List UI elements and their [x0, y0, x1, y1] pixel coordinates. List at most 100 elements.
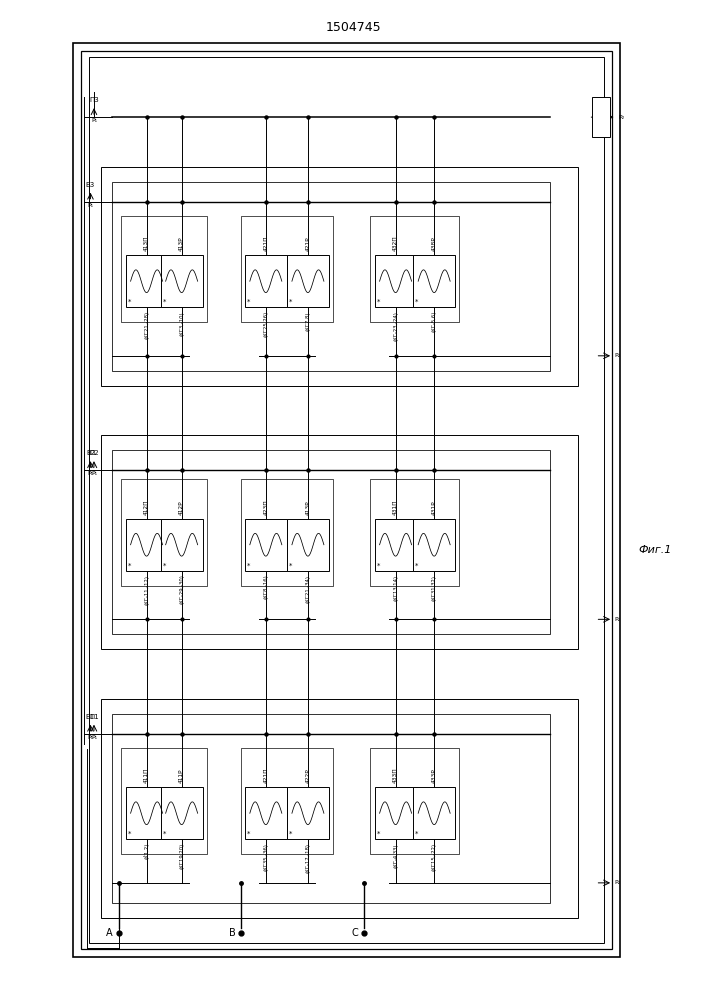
- Text: P₁: P₁: [88, 203, 93, 208]
- Bar: [592, 97, 609, 137]
- Bar: [89, 57, 604, 943]
- Text: В: В: [229, 928, 235, 938]
- Text: *: *: [415, 563, 419, 569]
- Text: 421П: 421П: [263, 768, 269, 783]
- Bar: [112, 450, 550, 634]
- Text: *: *: [289, 831, 292, 837]
- Text: 438Р: 438Р: [432, 237, 437, 251]
- Text: *: *: [377, 563, 380, 569]
- Bar: [101, 167, 578, 386]
- Bar: [101, 699, 578, 918]
- Bar: [122, 479, 207, 586]
- Text: П1: П1: [89, 714, 99, 720]
- Text: (КГ19,20): (КГ19,20): [179, 843, 184, 869]
- Text: (К̓1,2): (К̓1,2): [144, 843, 149, 859]
- Text: *: *: [377, 299, 380, 305]
- Bar: [245, 519, 287, 571]
- Text: 413Р: 413Р: [305, 500, 310, 515]
- Text: 422Р: 422Р: [305, 769, 310, 783]
- Bar: [126, 255, 168, 307]
- Text: 412Р: 412Р: [179, 500, 184, 515]
- Text: P₂: P₂: [614, 353, 621, 358]
- Text: 1504745: 1504745: [326, 21, 381, 34]
- Text: *: *: [163, 831, 166, 837]
- Bar: [126, 787, 168, 839]
- Text: (КГ-17,-18): (КГ-17,-18): [305, 843, 310, 873]
- Bar: [160, 519, 203, 571]
- Bar: [126, 519, 168, 571]
- Text: А: А: [106, 928, 113, 938]
- Text: P₂: P₂: [614, 617, 621, 622]
- Text: Фиг.1: Фиг.1: [638, 545, 672, 555]
- Text: *: *: [289, 299, 292, 305]
- Text: *: *: [289, 563, 292, 569]
- Text: *: *: [377, 831, 380, 837]
- Text: П3: П3: [89, 97, 99, 103]
- Text: P₁: P₁: [88, 471, 93, 476]
- Bar: [160, 255, 203, 307]
- Bar: [240, 748, 333, 854]
- Text: 431Р: 431Р: [432, 500, 437, 515]
- Text: 413П: 413П: [144, 236, 149, 251]
- Text: 411П: 411П: [144, 768, 149, 783]
- Text: *: *: [128, 563, 131, 569]
- Text: П2: П2: [89, 450, 99, 456]
- Text: *: *: [128, 299, 131, 305]
- Text: 432П: 432П: [393, 236, 398, 251]
- Text: P₁: P₁: [91, 735, 97, 740]
- Bar: [101, 435, 578, 649]
- Bar: [375, 255, 416, 307]
- Bar: [112, 714, 550, 903]
- Text: 413Р: 413Р: [179, 237, 184, 251]
- Bar: [240, 479, 333, 586]
- Bar: [122, 216, 207, 322]
- Text: (КГ21,-34): (КГ21,-34): [305, 575, 310, 603]
- Bar: [245, 255, 287, 307]
- Bar: [375, 519, 416, 571]
- Text: *: *: [128, 831, 131, 837]
- Text: (КГ35,-36): (КГ35,-36): [263, 843, 269, 871]
- Text: 421Р: 421Р: [305, 237, 310, 251]
- Text: 412П: 412П: [144, 499, 149, 515]
- Text: С: С: [351, 928, 358, 938]
- Text: *: *: [247, 831, 250, 837]
- Text: (КГ-23,-24): (КГ-23,-24): [393, 311, 398, 341]
- Bar: [73, 43, 620, 957]
- Text: *: *: [247, 299, 250, 305]
- Text: B2: B2: [86, 450, 95, 456]
- Text: 411Р: 411Р: [179, 769, 184, 783]
- Bar: [122, 748, 207, 854]
- Text: (КГ21,-28): (КГ21,-28): [144, 311, 149, 339]
- Text: P₁: P₁: [91, 118, 97, 123]
- Bar: [375, 787, 416, 839]
- Text: *: *: [415, 831, 419, 837]
- Text: P₁: P₁: [91, 471, 97, 476]
- Text: (КГ13,14): (КГ13,14): [393, 575, 398, 601]
- Text: (КГ8,-16): (КГ8,-16): [263, 575, 269, 599]
- Text: P₂: P₂: [619, 115, 625, 120]
- Bar: [370, 216, 460, 322]
- Text: 421П: 421П: [263, 236, 269, 251]
- Bar: [370, 479, 460, 586]
- Text: (КГ-11,-12): (КГ-11,-12): [144, 575, 149, 605]
- Bar: [413, 255, 455, 307]
- Text: 433Р: 433Р: [432, 769, 437, 783]
- Text: (КГ-29,-30): (КГ-29,-30): [179, 575, 184, 604]
- Text: *: *: [163, 563, 166, 569]
- Text: (КГ25,26): (КГ25,26): [263, 311, 269, 337]
- Text: 433П: 433П: [393, 768, 398, 783]
- Text: (КГ-4,33): (КГ-4,33): [393, 843, 398, 868]
- Text: 431П: 431П: [393, 499, 398, 515]
- Bar: [370, 748, 460, 854]
- Bar: [287, 787, 329, 839]
- Text: P₂: P₂: [614, 880, 621, 885]
- Text: (КГ7,8): (КГ7,8): [305, 311, 310, 331]
- Bar: [112, 182, 550, 371]
- Text: P₁: P₁: [88, 735, 93, 740]
- Text: *: *: [415, 299, 419, 305]
- Text: B3: B3: [86, 182, 95, 188]
- Text: 423П: 423П: [263, 499, 269, 515]
- Bar: [413, 787, 455, 839]
- Text: (КГ15,-22): (КГ15,-22): [432, 843, 437, 871]
- Text: B1: B1: [86, 714, 95, 720]
